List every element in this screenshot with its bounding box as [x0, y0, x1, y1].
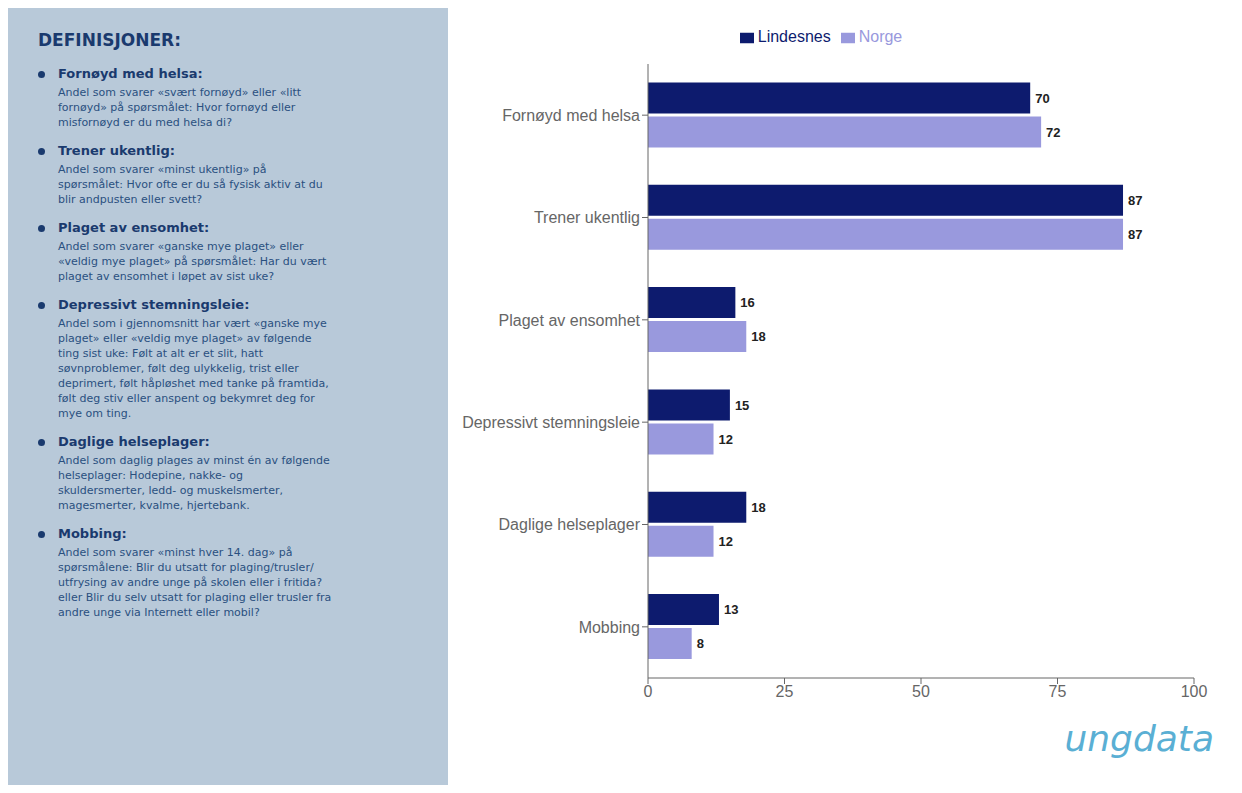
svg-text:87: 87 [1128, 227, 1142, 242]
svg-text:0: 0 [644, 683, 653, 700]
svg-text:Fornøyd med helsa: Fornøyd med helsa [502, 107, 640, 124]
html-text:Daglige helseplager:: Daglige helseplager: [58, 434, 210, 449]
svg-text:Daglige helseplager: Daglige helseplager [499, 516, 641, 533]
svg-text:70: 70 [1035, 91, 1049, 106]
svg-text:12: 12 [719, 432, 733, 447]
html-text:ungdata: ungdata [1064, 718, 1214, 759]
svg-text:15: 15 [735, 398, 749, 413]
html-text:Norge: Norge [858, 28, 903, 45]
svg-text:18: 18 [751, 500, 765, 515]
svg-text:12: 12 [719, 534, 733, 549]
html-text:Andel som svarer «ganske mye p: Andel som svarer «ganske mye plaget» ell… [58, 240, 327, 283]
html-text:Andel som svarer «minst ukentl: Andel som svarer «minst ukentlig» på spø… [58, 163, 323, 206]
svg-text:50: 50 [912, 683, 930, 700]
html-text:Andel som daglig plages av min: Andel som daglig plages av minst én av f… [58, 454, 330, 512]
svg-text:8: 8 [697, 636, 704, 651]
svg-text:Plaget av ensomhet: Plaget av ensomhet [499, 312, 641, 329]
html-text:Andel som i gjennomsnitt har v: Andel som i gjennomsnitt har vært «gansk… [58, 317, 329, 420]
svg-text:16: 16 [740, 295, 754, 310]
html-text:Fornøyd med helsa:: Fornøyd med helsa: [58, 66, 203, 81]
svg-text:18: 18 [751, 329, 765, 344]
html-text:DEFINISJONER:: DEFINISJONER: [38, 30, 181, 50]
svg-text:75: 75 [1049, 683, 1067, 700]
svg-text:Depressivt stemningsleie: Depressivt stemningsleie [462, 414, 640, 431]
html-text:Plaget av ensomhet:: Plaget av ensomhet: [58, 220, 210, 235]
html-text:Trener ukentlig:: Trener ukentlig: [58, 143, 175, 158]
html-text:Andel som svarer «svært fornøy: Andel som svarer «svært fornøyd» eller «… [58, 86, 302, 129]
svg-text:Trener ukentlig: Trener ukentlig [534, 209, 640, 226]
svg-text:Mobbing: Mobbing [579, 619, 640, 636]
html-text:Andel som svarer «minst hver 1: Andel som svarer «minst hver 14. dag» på… [58, 546, 332, 619]
svg-text:100: 100 [1181, 683, 1208, 700]
svg-text:72: 72 [1046, 125, 1060, 140]
svg-text:87: 87 [1128, 193, 1142, 208]
svg-text:25: 25 [776, 683, 794, 700]
html-text:Mobbing:: Mobbing: [58, 526, 127, 541]
html-text:Lindesnes: Lindesnes [757, 28, 831, 45]
html-text:Depressivt stemningsleie:: Depressivt stemningsleie: [58, 297, 250, 312]
svg-text:13: 13 [724, 602, 738, 617]
